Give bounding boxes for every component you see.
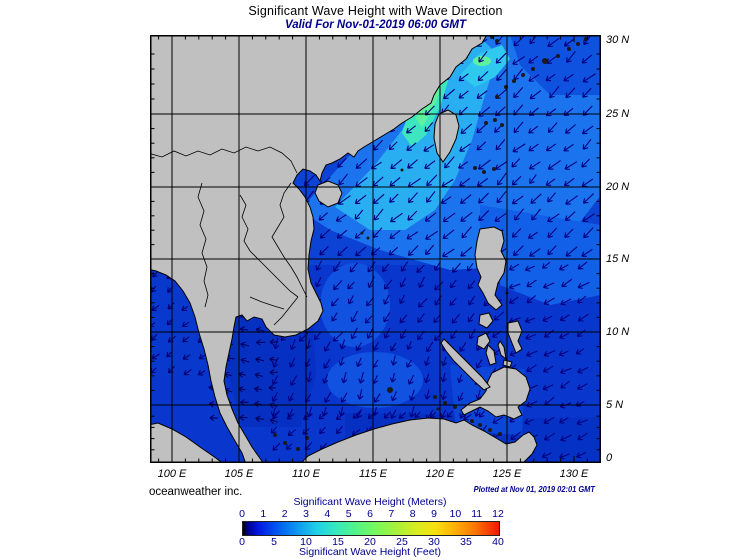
colorbar-tick-label: 0 [239,536,245,548]
colorbar-tick-label: 2 [281,508,288,520]
colorbar-tick-label: 9 [431,508,437,520]
colorbar-gradient [242,521,500,536]
lat-tick-label: 0 [606,452,613,464]
colorbar-tick-label: 11 [471,508,483,520]
colorbar-tick-label: 20 [364,536,376,548]
lat-tick-label: 10 N [606,326,630,338]
wave-direction-map [150,35,601,463]
colorbar-tick-label: 4 [324,508,331,520]
title-block: Significant Wave Height with Wave Direct… [150,4,601,31]
lat-tick-label: 15 N [606,253,630,265]
colorbar-tick-label: 6 [367,508,373,520]
lat-tick-label: 30 N [606,34,630,46]
lat-tick-label: 25 N [606,108,630,120]
colorbar-title-meters: Significant Wave Height (Meters) [293,496,447,508]
colorbar-tick-label: 5 [345,508,352,520]
credit-text: oceanweather inc. [149,486,243,498]
colorbar-title-feet: Significant Wave Height (Feet) [298,546,441,558]
colorbar-tick-label: 5 [271,536,277,548]
chart-title: Significant Wave Height with Wave Direct… [248,4,503,18]
colorbar-tick-label: 25 [396,536,408,548]
colorbar-tick-label: 8 [409,508,416,520]
colorbar-tick-label: 7 [388,508,395,520]
colorbar-tick-label: 0 [239,508,245,520]
lon-tick-label: 110 E [292,468,320,480]
lon-tick-label: 115 E [359,468,387,480]
chart-subtitle: Valid For Nov-01-2019 06:00 GMT [284,19,467,31]
lon-tick-label: 100 E [157,468,187,480]
colorbar-tick-label: 10 [449,508,462,520]
colorbar-tick-label: 12 [492,508,504,520]
colorbar-tick-label: 3 [303,508,309,520]
colorbar-tick-label: 15 [332,536,344,548]
lat-tick-label: 5 N [606,399,624,411]
lon-tick-label: 120 E [425,468,455,480]
colorbar-tick-label: 1 [260,508,267,520]
lon-tick-label: 105 E [224,468,254,480]
colorbar-tick-label: 30 [428,536,440,548]
colorbar-tick-label: 35 [460,536,472,548]
lat-tick-label: 20 N [606,181,630,193]
colorbar-tick-label: 40 [492,536,504,548]
plotted-timestamp: Plotted at Nov 01, 2019 02:01 GMT [473,484,595,494]
colorbar-tick-label: 10 [300,536,312,548]
lon-tick-label: 130 E [559,468,589,480]
lon-tick-label: 125 E [492,468,522,480]
